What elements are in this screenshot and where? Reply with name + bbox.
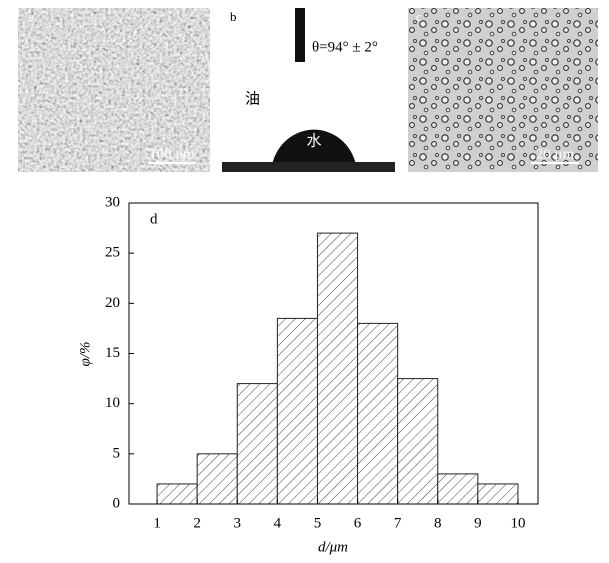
water-droplet <box>272 129 356 165</box>
x-tick-label: 7 <box>394 515 402 531</box>
bar <box>196 453 238 505</box>
x-tick-label: 3 <box>234 515 242 531</box>
x-tick-label: 8 <box>434 515 442 531</box>
y-tick-label: 25 <box>105 245 120 261</box>
bar <box>276 317 318 505</box>
panel-label: b <box>230 9 237 24</box>
x-tick-label: 2 <box>193 515 201 531</box>
panel-label: d <box>150 211 158 227</box>
y-tick-label: 0 <box>113 495 121 511</box>
y-tick-label: 15 <box>105 345 120 361</box>
panel-label: a <box>28 9 34 24</box>
oil-label: 油 <box>245 90 260 107</box>
y-tick-label: 10 <box>105 395 120 411</box>
x-axis-label: d/μm <box>318 539 348 555</box>
scale-label: 100 nm <box>149 146 195 162</box>
y-tick-label: 5 <box>113 445 121 461</box>
bar <box>236 383 278 505</box>
y-tick-label: 20 <box>105 295 120 311</box>
bar <box>357 322 399 505</box>
bar <box>397 378 439 505</box>
bar <box>316 232 359 505</box>
x-tick-label: 6 <box>354 515 362 531</box>
scale-label: 20 μm <box>536 146 575 162</box>
x-tick-label: 1 <box>153 515 161 531</box>
x-tick-label: 4 <box>274 515 282 531</box>
micrograph-a <box>18 8 210 172</box>
panel-label: c <box>416 9 422 24</box>
bar <box>437 473 479 505</box>
y-axis-label: φ/% <box>77 342 93 367</box>
needle <box>295 8 305 62</box>
micrograph-c <box>408 8 598 172</box>
angle-label: θ=94° ± 2° <box>312 39 378 55</box>
y-tick-label: 30 <box>105 194 120 210</box>
bar <box>156 483 198 505</box>
x-tick-label: 5 <box>314 515 322 531</box>
water-label: 水 <box>306 132 321 149</box>
x-tick-label: 10 <box>510 515 525 531</box>
x-tick-label: 9 <box>474 515 482 531</box>
bar <box>477 483 519 505</box>
substrate <box>222 162 395 172</box>
